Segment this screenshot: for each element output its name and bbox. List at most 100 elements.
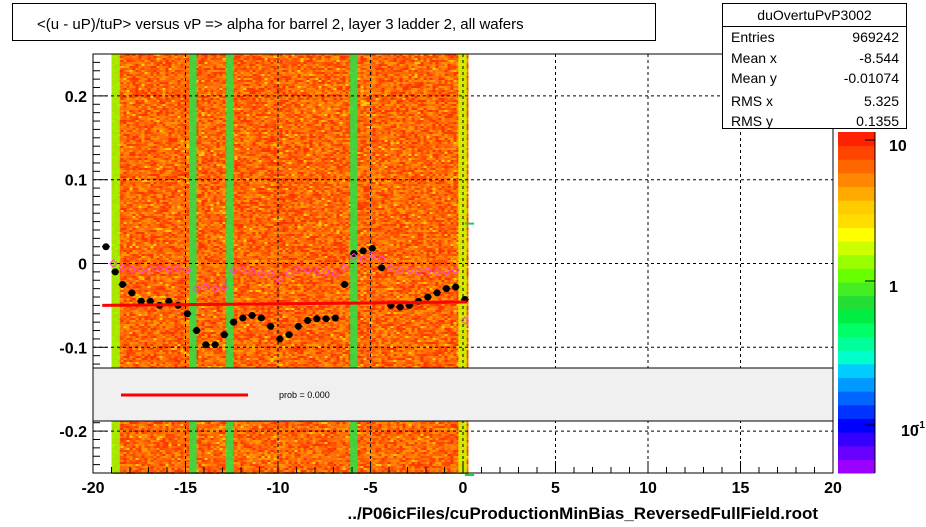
heatmap-cell	[124, 238, 127, 240]
heatmap-cell	[124, 190, 127, 192]
heatmap-cell	[127, 252, 130, 254]
heatmap-cell	[133, 348, 136, 350]
heatmap-cell	[136, 176, 139, 178]
heatmap-cell	[127, 464, 130, 466]
heatmap-cell	[124, 66, 127, 68]
heatmap-cell	[121, 116, 124, 118]
heatmap-cell	[124, 228, 127, 230]
heatmap-cell	[121, 428, 124, 430]
heatmap-cell	[124, 318, 127, 320]
heatmap-cell	[142, 112, 145, 114]
heatmap-cell	[121, 100, 124, 102]
heatmap-cell	[130, 458, 133, 460]
heatmap-cell	[124, 148, 127, 150]
heatmap-cell	[139, 160, 142, 162]
heatmap-cell	[139, 222, 142, 224]
heatmap-cell	[121, 456, 124, 458]
heatmap-cell	[133, 250, 136, 252]
heatmap-cell	[136, 348, 139, 350]
heatmap-cell	[121, 184, 124, 186]
heatmap-cell	[127, 128, 130, 130]
heatmap-cell	[121, 134, 124, 136]
heatmap-cell	[139, 344, 142, 346]
heatmap-cell	[136, 450, 139, 452]
heatmap-cell	[133, 230, 136, 232]
heatmap-cell	[136, 102, 139, 104]
heatmap-cell	[124, 78, 127, 80]
heatmap-cell	[139, 422, 142, 424]
heatmap-cell	[127, 360, 130, 362]
heatmap-cell	[133, 330, 136, 332]
heatmap-cell	[136, 274, 139, 276]
heatmap-cell	[142, 114, 145, 116]
heatmap-cell	[124, 74, 127, 76]
heatmap-cell	[121, 230, 124, 232]
heatmap-cell	[139, 324, 142, 326]
heatmap-cell	[121, 340, 124, 342]
heatmap-cell	[124, 310, 127, 312]
heatmap-cell	[124, 70, 127, 72]
heatmap-cell	[127, 256, 130, 258]
heatmap-cell	[127, 246, 130, 248]
heatmap-cell	[121, 292, 124, 294]
heatmap-cell	[142, 100, 145, 102]
heatmap-cell	[139, 232, 142, 234]
heatmap-cell	[124, 234, 127, 236]
heatmap-cell	[139, 348, 142, 350]
heatmap-cell	[133, 354, 136, 356]
heatmap-cell	[139, 158, 142, 160]
heatmap-cell	[130, 438, 133, 440]
heatmap-cell	[130, 108, 133, 110]
heatmap-cell	[136, 334, 139, 336]
heatmap-cell	[133, 130, 136, 132]
heatmap-cell	[127, 120, 130, 122]
heatmap-cell	[124, 290, 127, 292]
heatmap-cell	[127, 470, 130, 472]
heatmap-cell	[127, 218, 130, 220]
heatmap-cell	[121, 202, 124, 204]
heatmap-cell	[133, 328, 136, 330]
heatmap-cell	[136, 86, 139, 88]
heatmap-cell	[139, 210, 142, 212]
heatmap-cell	[139, 448, 142, 450]
heatmap-cell	[130, 460, 133, 462]
heatmap-cell	[130, 234, 133, 236]
heatmap-cell	[139, 296, 142, 298]
heatmap-cell	[127, 458, 130, 460]
heatmap-cell	[127, 310, 130, 312]
heatmap-cell	[139, 212, 142, 214]
heatmap-cell	[121, 446, 124, 448]
heatmap-cell	[130, 116, 133, 118]
heatmap-cell	[127, 208, 130, 210]
heatmap-cell	[130, 98, 133, 100]
heatmap-cell	[124, 172, 127, 174]
heatmap-cell	[142, 170, 145, 172]
heatmap-cell	[130, 444, 133, 446]
heatmap-cell	[121, 80, 124, 82]
heatmap-cell	[136, 148, 139, 150]
heatmap-cell	[133, 172, 136, 174]
heatmap-cell	[136, 350, 139, 352]
heatmap-cell	[136, 182, 139, 184]
heatmap-cell	[124, 460, 127, 462]
heatmap-cell	[142, 122, 145, 124]
heatmap-cell	[130, 162, 133, 164]
heatmap-cell	[139, 58, 142, 60]
heatmap-cell	[136, 68, 139, 70]
heatmap-cell	[130, 190, 133, 192]
heatmap-cell	[139, 186, 142, 188]
heatmap-cell	[124, 336, 127, 338]
heatmap-cell	[127, 132, 130, 134]
heatmap-cell	[133, 62, 136, 64]
heatmap-cell	[142, 118, 145, 120]
heatmap-cell	[130, 252, 133, 254]
heatmap-cell	[139, 220, 142, 222]
heatmap-cell	[139, 426, 142, 428]
heatmap-cell	[136, 310, 139, 312]
heatmap-cell	[124, 194, 127, 196]
heatmap-cell	[124, 140, 127, 142]
heatmap-cell	[133, 180, 136, 182]
heatmap-cell	[124, 332, 127, 334]
heatmap-cell	[133, 338, 136, 340]
heatmap-cell	[130, 76, 133, 78]
